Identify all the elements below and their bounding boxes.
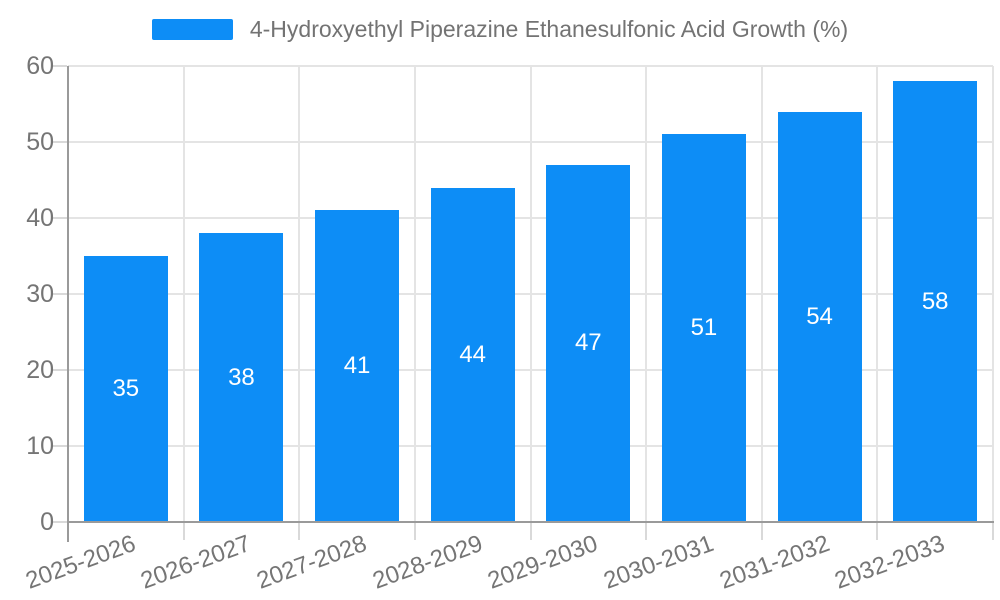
- y-axis-tick: [53, 369, 67, 371]
- x-axis-tick: [182, 522, 185, 540]
- bar[interactable]: 44: [430, 187, 515, 522]
- legend-swatch: [151, 19, 233, 40]
- bar[interactable]: 38: [199, 233, 284, 522]
- legend-item[interactable]: 4-Hydroxyethyl Piperazine Ethanesulfonic…: [151, 16, 849, 43]
- x-axis-tick: [298, 522, 301, 540]
- bar-value-label: 47: [574, 329, 602, 357]
- legend-label: 4-Hydroxyethyl Piperazine Ethanesulfonic…: [249, 16, 849, 42]
- y-axis-tick-label: 40: [26, 204, 54, 232]
- gridline-vertical: [876, 66, 879, 522]
- bar-value-label: 54: [806, 302, 833, 330]
- bar[interactable]: 41: [315, 210, 400, 522]
- y-axis-tick-label: 30: [26, 280, 54, 308]
- x-axis-line: [67, 521, 994, 523]
- gridline-vertical: [298, 66, 301, 522]
- y-axis-tick: [53, 521, 67, 523]
- x-axis-tick: [413, 522, 416, 540]
- bar-value-label: 44: [459, 340, 487, 368]
- y-axis-tick-label: 50: [26, 128, 54, 156]
- bar[interactable]: 47: [546, 164, 631, 522]
- x-axis-tick: [876, 522, 879, 540]
- y-axis-tick: [53, 65, 67, 67]
- x-axis-tick: [760, 522, 763, 540]
- x-axis-tick-label: 2026-2027: [137, 530, 255, 595]
- x-axis-tick: [992, 522, 994, 540]
- x-axis-tick: [645, 522, 648, 540]
- bar-value-label: 51: [690, 314, 718, 342]
- gridline-vertical: [529, 66, 532, 522]
- x-axis-tick-label: 2031-2032: [715, 530, 833, 595]
- x-axis-tick-label: 2029-2030: [484, 530, 602, 595]
- y-axis-tick: [53, 445, 67, 447]
- x-axis-tick-label: 2032-2033: [831, 530, 949, 595]
- gridline-vertical: [645, 66, 648, 522]
- x-axis-tick-label: 2028-2029: [368, 530, 486, 595]
- bar[interactable]: 58: [893, 81, 978, 522]
- bar[interactable]: 54: [777, 111, 862, 522]
- x-axis-tick-label: 2027-2028: [253, 530, 371, 595]
- y-axis-tick-label: 0: [40, 508, 54, 536]
- bar[interactable]: 35: [83, 256, 168, 522]
- gridline-vertical: [182, 66, 185, 522]
- bar[interactable]: 51: [661, 134, 746, 522]
- y-axis-tick: [53, 141, 67, 143]
- y-axis-tick: [53, 293, 67, 295]
- gridline-vertical: [992, 66, 994, 522]
- y-axis-tick: [53, 217, 67, 219]
- y-axis-line: [67, 66, 69, 542]
- x-axis-tick-label: 2030-2031: [600, 530, 718, 595]
- y-axis-tick-label: 20: [26, 356, 54, 384]
- plot-area: 0 10 20 30 40 50 60 35 38 41 44 47 51 54 58 2025-2026 20…: [22, 52, 994, 595]
- y-axis-tick-label: 60: [26, 52, 54, 80]
- gridline-vertical: [760, 66, 763, 522]
- gridline-vertical: [413, 66, 416, 522]
- y-axis-tick-label: 10: [26, 432, 54, 460]
- x-axis-tick: [529, 522, 532, 540]
- bar-value-label: 41: [343, 352, 371, 380]
- bar-value-label: 35: [112, 375, 140, 402]
- x-axis-tick-label: 2025-2026: [21, 530, 140, 595]
- bar-value-label: 58: [921, 287, 949, 315]
- bar-value-label: 38: [228, 363, 255, 391]
- legend: 4-Hydroxyethyl Piperazine Ethanesulfonic…: [0, 16, 1000, 43]
